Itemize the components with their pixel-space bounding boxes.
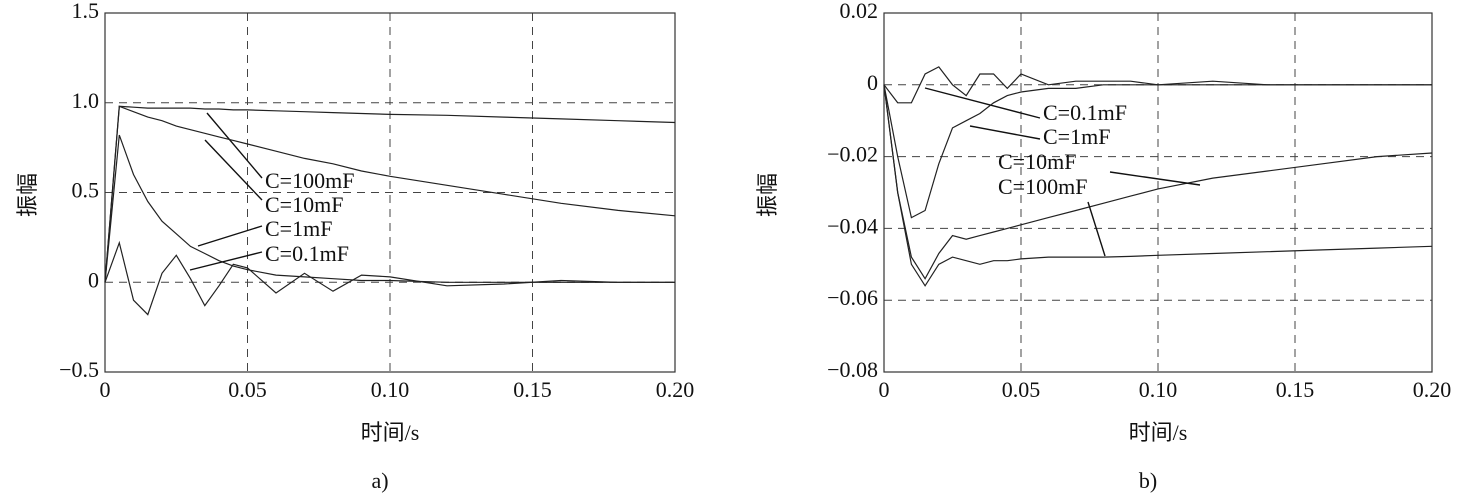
caption: b) (1139, 468, 1157, 493)
series-label: C=1mF (1043, 124, 1110, 149)
series-line (104, 105, 676, 283)
y-tick-label: 1.5 (72, 0, 100, 23)
series-label: C=0.1mF (265, 241, 349, 266)
series-line (883, 84, 1433, 287)
x-tick-label: 0.10 (371, 377, 410, 402)
label-leader (924, 87, 1041, 119)
series-label: C=1mF (265, 216, 332, 241)
x-axis-label: 时间/s (361, 420, 420, 445)
y-tick-label: 0.02 (840, 0, 879, 23)
plot-frame (883, 12, 1433, 373)
y-tick-label: −0.04 (827, 213, 878, 238)
series-line (883, 84, 1433, 280)
y-tick-label: 0 (88, 267, 99, 292)
x-tick-label: 0.05 (228, 377, 267, 402)
label-leader (1109, 171, 1201, 186)
label-leader (197, 225, 263, 247)
y-tick-label: −0.02 (827, 142, 878, 167)
label-leader (204, 139, 263, 201)
caption: a) (371, 468, 388, 493)
series-label: C=10mF (998, 149, 1076, 174)
y-tick-label: 0.5 (72, 178, 100, 203)
series-line (104, 105, 676, 283)
series-label: C=100mF (998, 174, 1087, 199)
label-leader (206, 112, 263, 179)
series-line (883, 84, 1432, 219)
plot-frame (104, 12, 676, 373)
y-axis-label: 振幅 (15, 173, 40, 217)
x-tick-label: 0.20 (1413, 377, 1452, 402)
x-axis-label: 时间/s (1129, 420, 1188, 445)
y-tick-label: −0.5 (59, 357, 99, 382)
series-label: C=0.1mF (1043, 100, 1127, 125)
x-tick-label: 0.10 (1139, 377, 1178, 402)
series-label: C=10mF (265, 192, 343, 217)
series-line (104, 240, 675, 316)
label-leader (969, 125, 1041, 140)
y-tick-label: 0 (867, 70, 878, 95)
series-line (883, 66, 1432, 104)
x-tick-label: 0 (879, 377, 890, 402)
y-tick-label: −0.08 (827, 357, 878, 382)
y-axis-label: 振幅 (755, 173, 780, 217)
x-tick-label: 0.15 (513, 377, 552, 402)
series-line (104, 134, 675, 283)
x-tick-label: 0.20 (656, 377, 695, 402)
x-tick-label: 0.15 (1276, 377, 1315, 402)
series-label: C=100mF (265, 168, 354, 193)
label-leader (1087, 201, 1106, 257)
y-tick-label: 1.0 (72, 88, 100, 113)
x-tick-label: 0 (100, 377, 111, 402)
y-tick-label: −0.06 (827, 285, 878, 310)
x-tick-label: 0.05 (1002, 377, 1041, 402)
label-leader (189, 251, 263, 271)
